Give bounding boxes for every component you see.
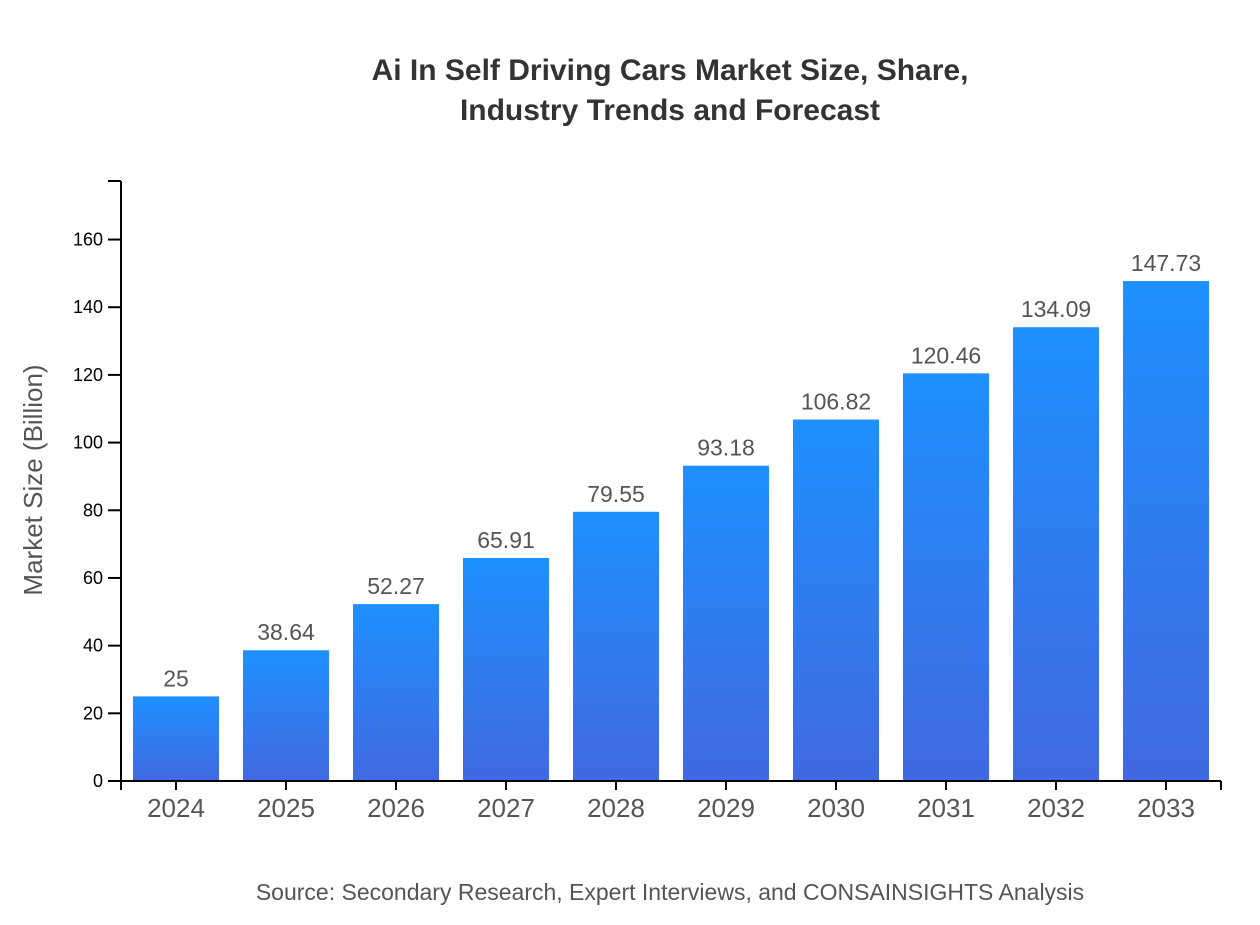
data-label-2032: 134.09 — [1021, 296, 1091, 322]
chart-title-line-1: Ai In Self Driving Cars Market Size, Sha… — [372, 54, 969, 87]
x-tick-label-2033: 2033 — [1137, 793, 1195, 823]
data-label-2028: 79.55 — [587, 481, 645, 507]
x-tick-label-2030: 2030 — [807, 793, 865, 823]
data-label-2024: 25 — [163, 665, 189, 691]
x-tick-label-2024: 2024 — [147, 793, 205, 823]
y-tick-label: 20 — [83, 703, 103, 723]
bar-2025 — [243, 650, 329, 781]
bar-2030 — [793, 419, 879, 781]
data-label-2033: 147.73 — [1131, 250, 1201, 276]
y-tick-label: 100 — [73, 433, 103, 453]
x-tick-label-2029: 2029 — [697, 793, 755, 823]
bar-2024 — [133, 696, 219, 781]
x-tick-label-2028: 2028 — [587, 793, 645, 823]
y-axis-label: Market Size (Billion) — [18, 364, 48, 595]
source-note: Source: Secondary Research, Expert Inter… — [256, 879, 1084, 905]
x-tick-label-2026: 2026 — [367, 793, 425, 823]
bar-2031 — [903, 373, 989, 781]
data-label-2029: 93.18 — [697, 435, 755, 461]
y-tick-label: 60 — [83, 568, 103, 588]
x-tick-label-2027: 2027 — [477, 793, 535, 823]
y-tick-label: 80 — [83, 500, 103, 520]
bar-2027 — [463, 557, 549, 781]
data-label-2030: 106.82 — [801, 389, 871, 415]
data-label-2027: 65.91 — [477, 527, 535, 553]
data-label-2025: 38.64 — [257, 619, 315, 645]
bar-2029 — [683, 465, 769, 781]
y-tick-label: 120 — [73, 365, 103, 385]
y-tick-label: 40 — [83, 636, 103, 656]
y-tick-label: 140 — [73, 297, 103, 317]
x-tick-label-2031: 2031 — [917, 793, 975, 823]
y-tick-label: 160 — [73, 230, 103, 250]
x-tick-label-2025: 2025 — [257, 793, 315, 823]
data-label-2026: 52.27 — [367, 573, 425, 599]
bar-2028 — [573, 511, 659, 781]
chart-title-line-2: Industry Trends and Forecast — [460, 94, 880, 127]
bar-2032 — [1013, 327, 1099, 781]
data-label-2031: 120.46 — [911, 342, 981, 368]
x-tick-label-2032: 2032 — [1027, 793, 1085, 823]
bar-2033 — [1123, 281, 1209, 781]
bar-2026 — [353, 604, 439, 781]
y-tick-label: 0 — [93, 771, 103, 791]
